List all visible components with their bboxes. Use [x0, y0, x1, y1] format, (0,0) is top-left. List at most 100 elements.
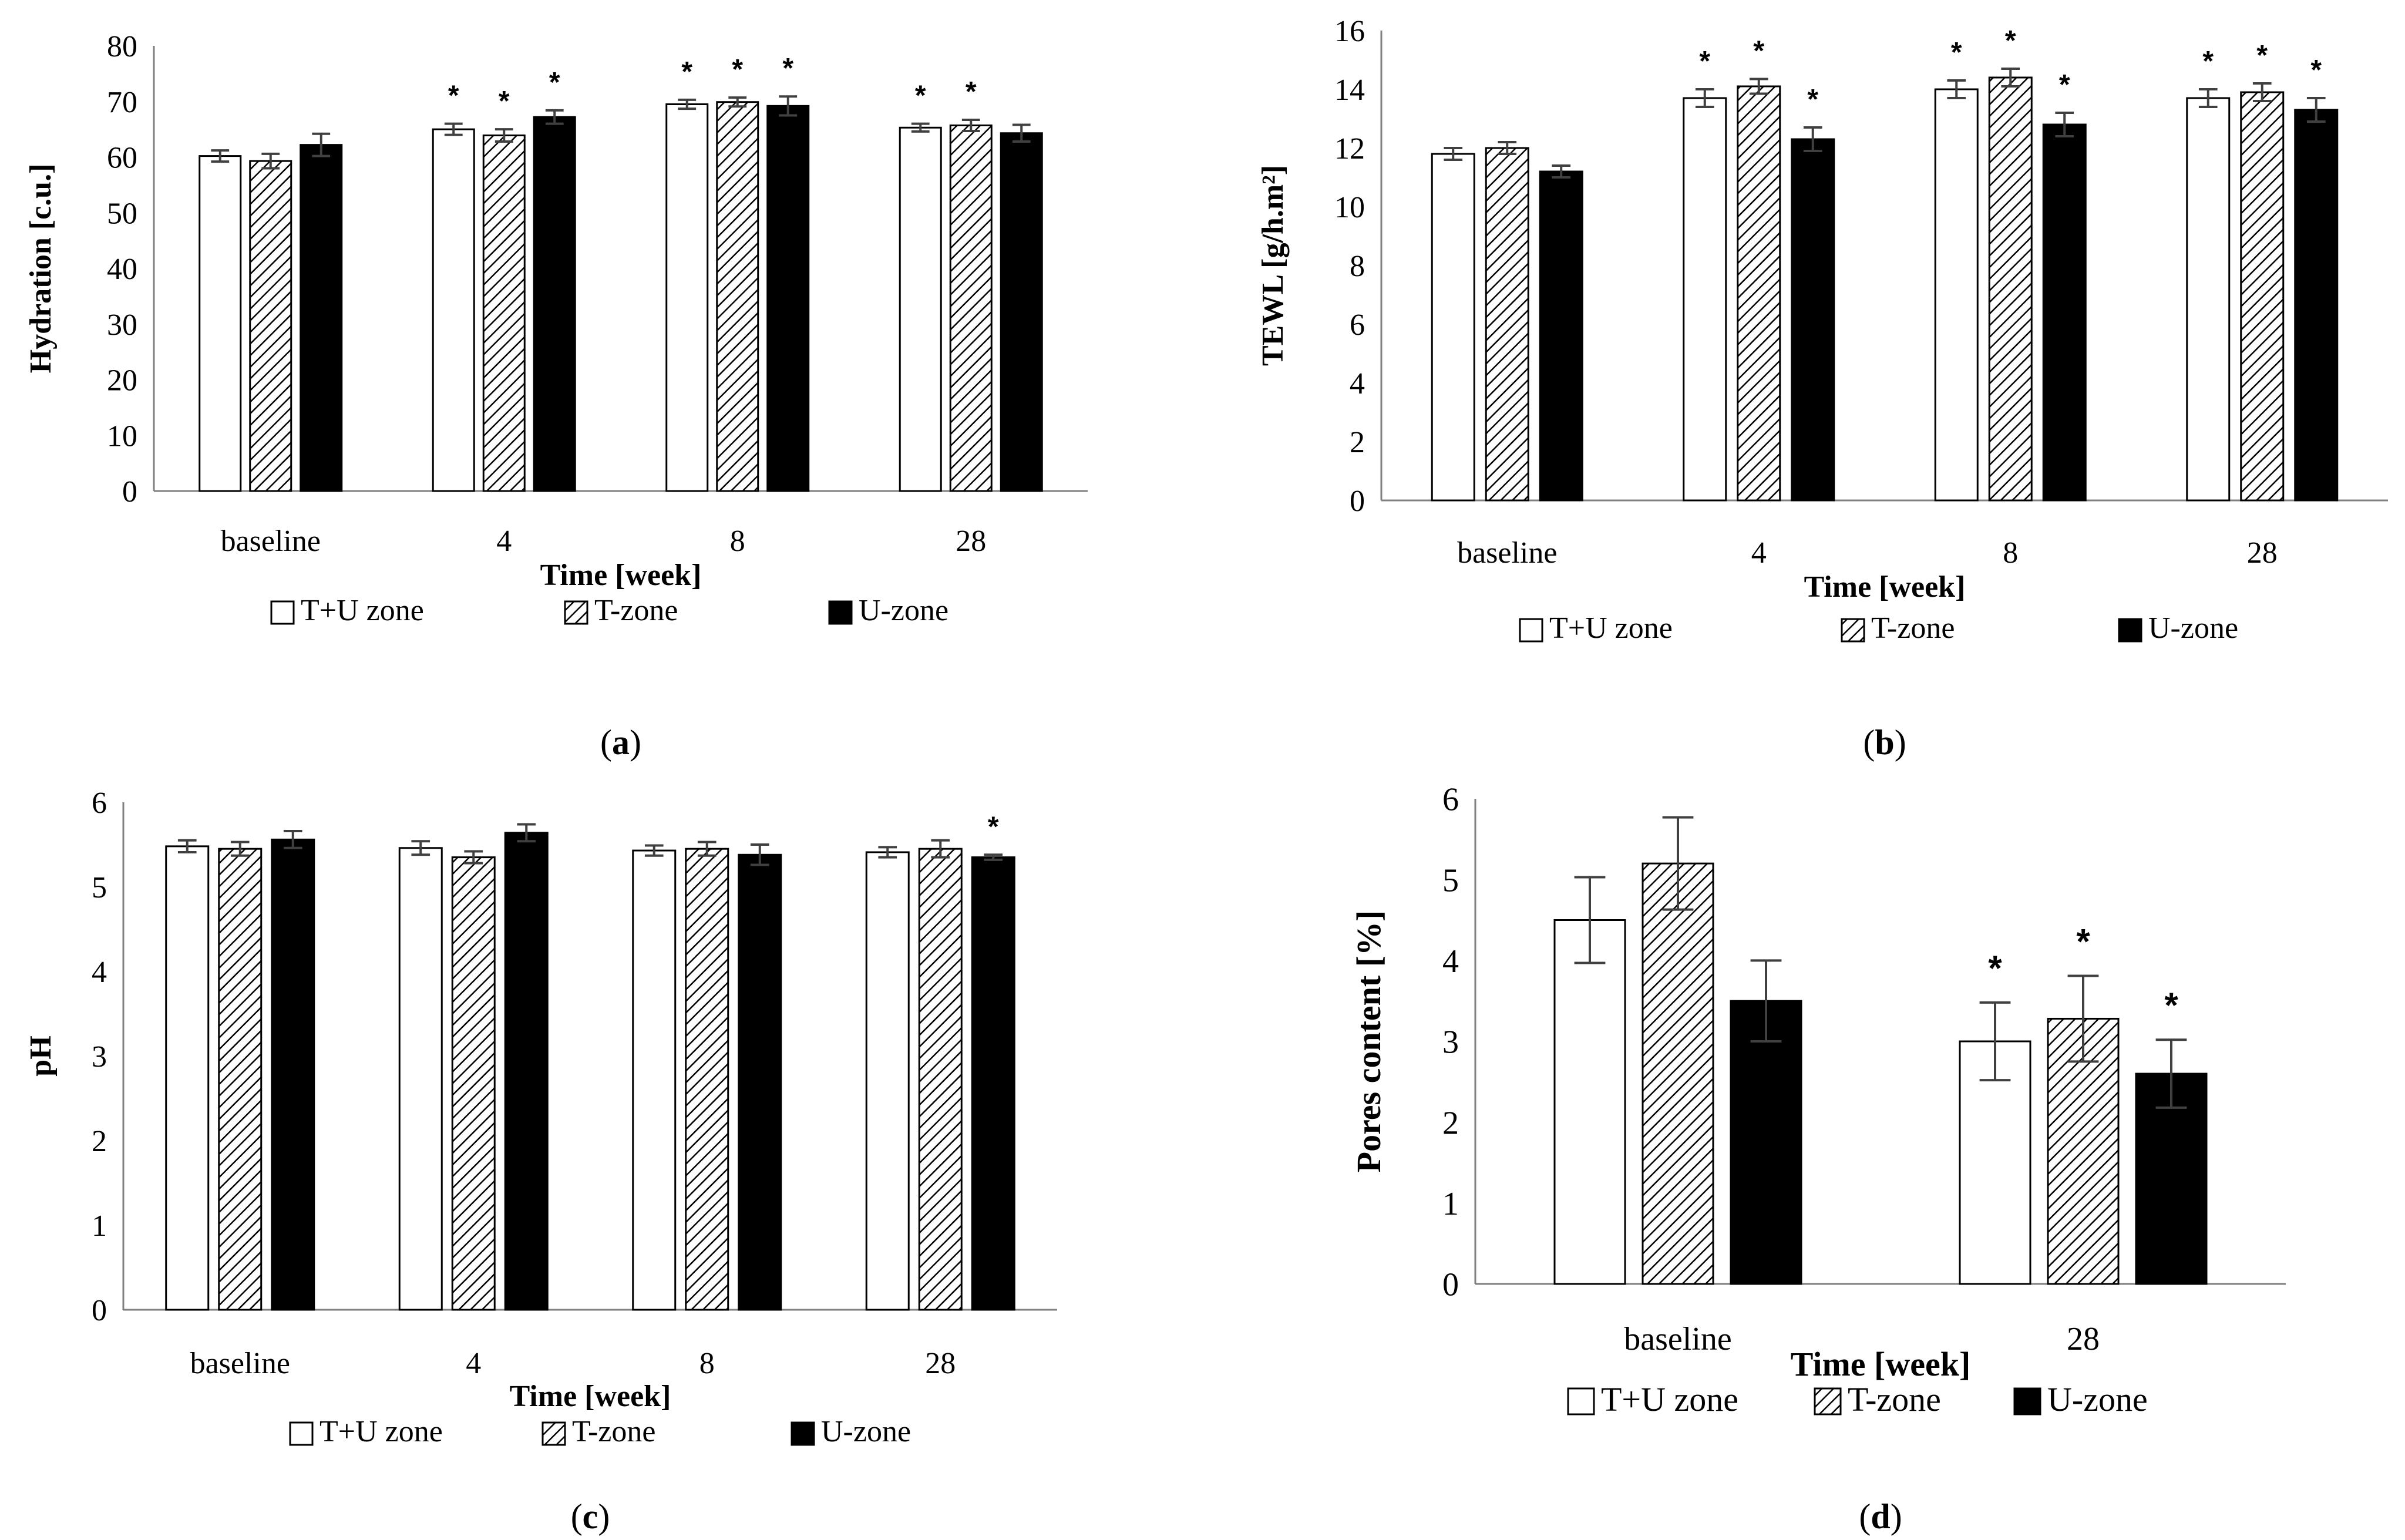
- legend-entry-label: U-zone: [2148, 611, 2238, 645]
- bar-t-u-zone-28: [1959, 1040, 2031, 1285]
- bar-t-zone-4: [1737, 85, 1781, 502]
- x-axis-title: Time [week]: [510, 1380, 671, 1413]
- bar-t-zone-28: [2240, 91, 2285, 502]
- error-bar: [2155, 1038, 2187, 1109]
- y-tick-label: 5: [92, 871, 107, 905]
- legend-swatch: [828, 600, 853, 625]
- bar-t-zone-28: [2047, 1017, 2120, 1285]
- legend-swatch: [1519, 618, 1543, 643]
- error-bar: [1662, 816, 1694, 911]
- bar-t-zone-8: [685, 848, 729, 1311]
- error-bar: [1498, 141, 1517, 155]
- bar-u-zone-28: [971, 856, 1015, 1311]
- y-tick-label: 6: [92, 786, 107, 820]
- error-bar: [961, 119, 980, 132]
- x-category-label: 4: [496, 524, 512, 558]
- bar-t-u-zone-baseline: [199, 155, 242, 492]
- x-category-label: 28: [2247, 536, 2278, 570]
- x-axis-title: Time [week]: [540, 559, 702, 592]
- significance-marker: *: [988, 811, 999, 842]
- y-tick-label: 4: [1350, 367, 1365, 401]
- y-axis-title: Pores content [%]: [1350, 910, 1388, 1173]
- chart-panel-d: 0 1 2 3 4 5 6 Pores content [%] baseline * * * 28 Tim…: [1350, 782, 2286, 1536]
- bar-t-u-zone-28: [899, 126, 942, 492]
- error-bar: [644, 844, 664, 857]
- error-bar: [1749, 78, 1768, 95]
- significance-marker: *: [448, 80, 459, 112]
- legend-swatch: [791, 1421, 815, 1446]
- error-bar: [697, 840, 717, 857]
- bar-u-zone-28: [1000, 132, 1043, 492]
- y-tick-label: 4: [92, 956, 107, 989]
- x-category-label: baseline: [221, 524, 321, 558]
- y-tick-label: 20: [107, 364, 137, 398]
- significance-marker: *: [732, 54, 743, 85]
- y-tick-label: 3: [92, 1040, 107, 1074]
- error-bar: [261, 152, 280, 170]
- significance-marker: *: [966, 76, 977, 107]
- y-tick-label: 10: [1334, 191, 1365, 224]
- significance-marker: *: [2059, 69, 2070, 100]
- significance-marker: *: [2310, 55, 2322, 86]
- error-bar: [2198, 88, 2218, 108]
- error-bar: [1695, 88, 1714, 108]
- error-bar: [1444, 147, 1463, 161]
- error-bar: [878, 846, 897, 859]
- x-category-label: baseline: [1457, 536, 1557, 570]
- legend-entry-label: U-zone: [821, 1415, 911, 1448]
- y-tick-label: 0: [1350, 485, 1365, 518]
- error-bar: [1947, 79, 1966, 99]
- y-tick-label: 60: [107, 142, 137, 175]
- bar-t-zone-baseline: [1642, 862, 1714, 1285]
- error-bar: [2252, 82, 2272, 102]
- significance-marker: *: [1951, 37, 1962, 68]
- y-tick-label: 2: [92, 1125, 107, 1158]
- error-bar: [177, 839, 197, 853]
- y-tick-label: 8: [1350, 250, 1365, 283]
- error-bar: [517, 823, 536, 843]
- x-category-label: baseline: [190, 1347, 290, 1380]
- legend-entry-label: T-zone: [1871, 611, 1955, 645]
- x-category-label: 4: [1751, 536, 1767, 570]
- panel-label: (b): [1863, 723, 1906, 762]
- y-tick-label: 30: [107, 308, 137, 342]
- bar-t-u-zone-baseline: [1553, 919, 1626, 1285]
- significance-marker: *: [2164, 986, 2178, 1025]
- bar-u-zone-8: [766, 105, 810, 492]
- error-bar: [2001, 68, 2020, 88]
- x-category-label: 8: [730, 524, 745, 558]
- bar-u-zone-baseline: [300, 144, 343, 492]
- y-tick-label: 3: [1442, 1024, 1459, 1061]
- bar-t-zone-8: [716, 101, 759, 492]
- significance-marker: *: [1753, 36, 1764, 67]
- chart-panel-b: 0 2 4 6 8 10 12 14 16 TEWL [g/h.m²] baseline * * * 4 * *…: [1256, 15, 2388, 762]
- y-tick-label: 80: [107, 30, 137, 63]
- error-bar: [230, 840, 250, 857]
- y-axis-title: TEWL [g/h.m²]: [1256, 165, 1290, 366]
- bar-t-zone-4: [482, 135, 526, 492]
- y-tick-label: 2: [1442, 1105, 1459, 1141]
- error-bar: [1552, 164, 1571, 179]
- error-bar: [931, 839, 950, 859]
- error-bar: [911, 122, 930, 133]
- significance-marker: *: [2256, 40, 2268, 71]
- bar-t-u-zone-8: [632, 849, 677, 1311]
- bar-t-u-zone-8: [665, 103, 709, 492]
- significance-marker: *: [1807, 84, 1818, 115]
- y-tick-label: 70: [107, 86, 137, 119]
- bar-t-zone-baseline: [249, 160, 292, 492]
- y-tick-label: 2: [1350, 426, 1365, 459]
- significance-marker: *: [1988, 949, 2002, 988]
- x-axis-title: Time [week]: [1804, 570, 1966, 604]
- bar-u-zone-8: [2042, 123, 2087, 502]
- bar-t-zone-baseline: [218, 848, 263, 1311]
- panel-label: (c): [571, 1497, 610, 1536]
- legend-swatch: [2118, 618, 2142, 643]
- bar-t-u-zone-baseline: [165, 845, 210, 1311]
- error-bar: [1012, 123, 1031, 143]
- y-tick-label: 1: [92, 1209, 107, 1243]
- error-bar: [464, 850, 483, 865]
- significance-marker: *: [782, 53, 793, 84]
- error-bar: [750, 843, 769, 866]
- bar-u-zone-4: [504, 832, 549, 1311]
